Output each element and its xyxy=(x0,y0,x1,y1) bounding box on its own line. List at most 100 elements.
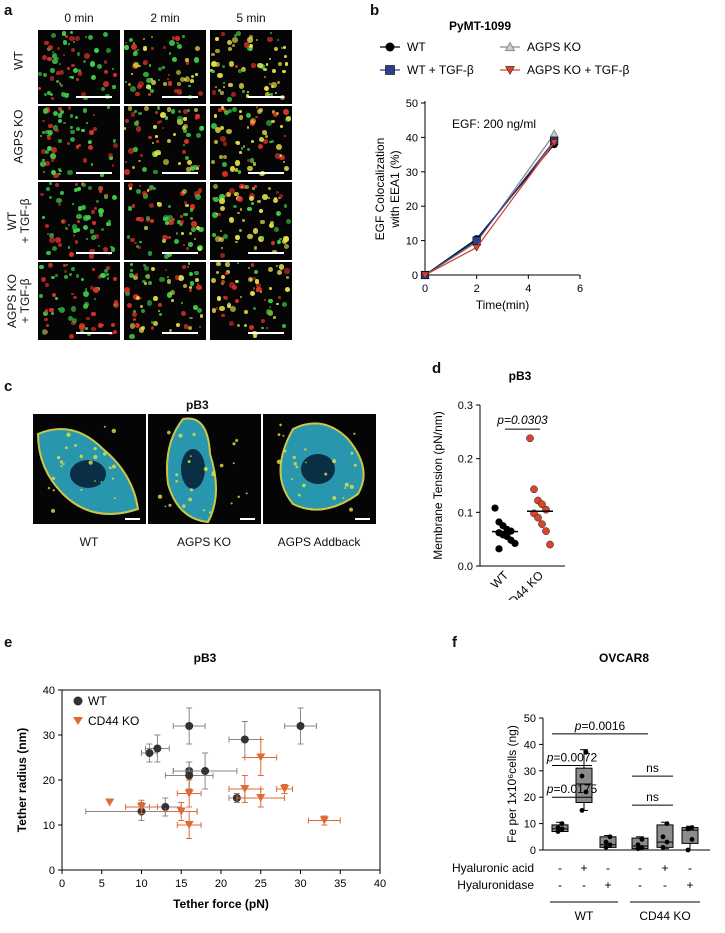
fluorescent-spot xyxy=(238,109,243,114)
fluorescent-spot xyxy=(246,37,253,43)
fluorescent-spot xyxy=(139,296,143,299)
fluorescent-spot xyxy=(46,135,51,140)
fluorescent-spot xyxy=(113,300,119,305)
fluorescent-spot xyxy=(233,204,238,209)
fluorescent-spot xyxy=(233,34,237,37)
fluorescent-spot xyxy=(130,237,136,243)
y-tick-label: 0 xyxy=(530,845,536,857)
fluorescent-spot xyxy=(220,135,226,142)
data-point xyxy=(505,66,515,76)
fluorescent-spot xyxy=(276,80,281,85)
legend-label: AGPS KO + TGF-β xyxy=(527,63,629,77)
fluorescent-spot xyxy=(44,317,49,322)
fluorescent-spot xyxy=(284,54,288,58)
fluorescent-spot xyxy=(283,243,289,250)
fluorescent-spot xyxy=(183,129,188,134)
fluorescent-spot xyxy=(272,111,279,118)
fluorescent-spot xyxy=(164,253,169,259)
fluorescent-spot xyxy=(240,146,244,150)
panel-e-letter: e xyxy=(4,634,13,651)
fluorescent-spot xyxy=(63,93,69,99)
fluorescent-spot xyxy=(129,262,134,267)
fluorescent-spot xyxy=(243,323,248,328)
comparison-label: p=0.0072 xyxy=(546,751,598,765)
data-point xyxy=(583,749,589,755)
fluorescent-spot xyxy=(149,88,155,93)
fluorescent-spot xyxy=(87,35,94,41)
row-label: WT + TGF-β xyxy=(5,198,32,244)
fluorescent-spot xyxy=(197,188,203,194)
fluorescent-spot xyxy=(195,132,201,138)
data-point xyxy=(511,539,519,548)
fluorescent-spot xyxy=(135,245,139,249)
fluorescent-spot xyxy=(251,63,256,68)
fluorescent-spot xyxy=(46,134,50,138)
fluorescent-spot xyxy=(278,153,283,158)
scale-bar xyxy=(76,252,112,254)
cell-label: AGPS KO xyxy=(176,535,232,549)
fluorescent-spot xyxy=(249,196,255,202)
fluorescent-spot xyxy=(278,264,284,270)
fluorescent-spot xyxy=(260,318,265,323)
fluorescent-spot xyxy=(153,186,156,190)
treatment-sign: - xyxy=(582,878,586,892)
fluorescent-spot xyxy=(69,35,75,42)
fluorescent-spot xyxy=(180,302,184,305)
fluorescent-spot xyxy=(138,246,141,249)
fluorescent-spot xyxy=(44,309,49,314)
fluorescent-spot xyxy=(279,124,284,129)
fluorescent-spot xyxy=(188,316,192,320)
fluorescent-spot xyxy=(84,302,89,307)
fluorescent-spot xyxy=(124,160,128,164)
fluorescent-spot xyxy=(90,248,95,254)
egf-annotation: EGF: 200 ng/ml xyxy=(452,117,536,131)
fluorescent-spot xyxy=(77,206,83,211)
fluorescent-spot xyxy=(186,247,189,250)
cell-image xyxy=(148,414,261,524)
fluorescent-spot xyxy=(40,276,46,282)
fluorescent-spot xyxy=(215,307,219,310)
fluorescent-spot xyxy=(48,237,55,244)
fluorescent-spot xyxy=(93,126,98,131)
fluorescent-spot xyxy=(168,329,172,333)
fluorescent-spot xyxy=(226,128,232,135)
fluorescent-spot xyxy=(133,147,138,152)
fluorescent-spot xyxy=(275,190,280,194)
fluorescent-spot xyxy=(144,106,150,111)
fluorescent-spot xyxy=(183,117,188,121)
fluorescent-spot xyxy=(226,39,232,45)
fluorescent-spot xyxy=(69,76,72,79)
fluorescent-spot xyxy=(138,326,145,333)
tether-chart: pB3 0 5 10 15 20 25 30 35 40 0 10 20 30 40 Tether force… xyxy=(15,651,386,911)
fluorescent-spot xyxy=(132,165,136,170)
fluorescent-spot xyxy=(185,203,190,208)
x-tick-label: 25 xyxy=(255,878,267,890)
fluorescent-spot xyxy=(52,111,58,117)
fluorescent-spot xyxy=(93,298,96,301)
data-point xyxy=(201,767,210,775)
fluorescent-spot xyxy=(170,109,175,114)
fluorescent-spot xyxy=(270,31,273,34)
fluorescent-spot xyxy=(110,246,116,252)
fluorescent-spot xyxy=(100,273,106,279)
fluorescent-spot xyxy=(167,138,172,143)
fluorescent-spot xyxy=(174,274,180,280)
fluorescent-spot xyxy=(72,224,78,230)
fluorescent-spot xyxy=(195,117,199,121)
fluorescent-spot xyxy=(250,118,257,125)
fluorescent-spot xyxy=(176,43,182,49)
fluorescent-spot xyxy=(50,32,57,38)
fluorescent-spot xyxy=(247,158,251,163)
fluorescent-spot xyxy=(269,140,273,144)
fluorescent-spot xyxy=(89,253,95,259)
series-line xyxy=(424,143,555,276)
x-axis-label: Time(min) xyxy=(476,298,530,312)
fluorescent-spot xyxy=(218,305,225,312)
fluorescent-spot xyxy=(57,242,63,248)
fluorescent-spot xyxy=(210,123,217,130)
fluorescent-spot xyxy=(55,71,60,75)
fluorescent-spot xyxy=(214,236,221,242)
fluorescent-spot xyxy=(182,143,186,147)
fluorescent-spot xyxy=(216,262,221,267)
fluorescent-spot xyxy=(50,169,56,175)
